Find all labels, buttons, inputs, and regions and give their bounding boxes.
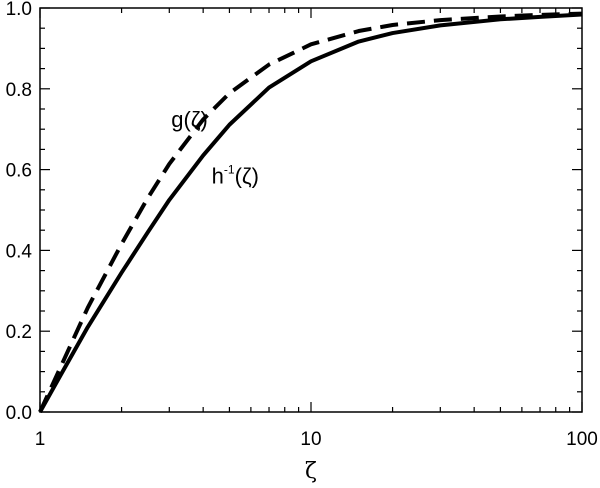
y-tick-label: 0.2 bbox=[6, 322, 32, 343]
y-tick-label: 0.0 bbox=[6, 403, 32, 424]
series-line-h-inverse bbox=[38, 12, 583, 413]
y-tick-label: 0.4 bbox=[6, 241, 33, 262]
x-tick-label: 1 bbox=[35, 429, 46, 450]
x-tick-label: 10 bbox=[300, 429, 321, 450]
y-tick-label: 0.6 bbox=[6, 161, 32, 182]
plot-frame bbox=[39, 7, 583, 413]
series-line-g bbox=[38, 11, 583, 413]
annotation-g: g(ζ) bbox=[171, 107, 208, 132]
y-tick-label: 1.0 bbox=[6, 0, 32, 20]
annotation-h-inverse: h-1(ζ) bbox=[212, 163, 259, 189]
y-tick-label: 0.8 bbox=[6, 80, 32, 101]
x-axis-label: ζ bbox=[305, 459, 317, 484]
x-tick-label: 100 bbox=[566, 429, 598, 450]
